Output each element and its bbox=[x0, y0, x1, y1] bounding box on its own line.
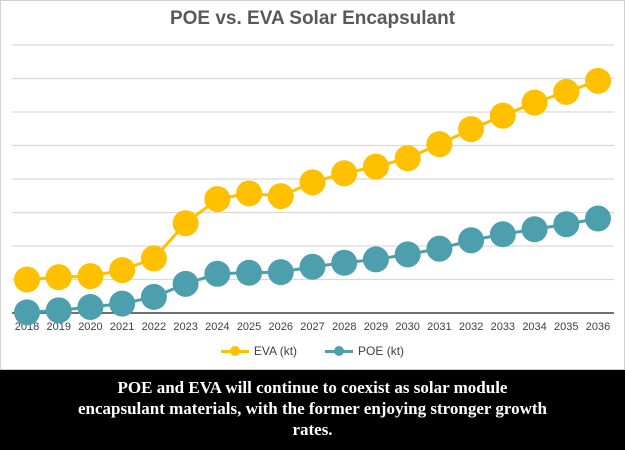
data-point-eva bbox=[109, 257, 136, 284]
x-tick-label: 2034 bbox=[522, 321, 546, 333]
data-point-eva bbox=[77, 263, 104, 290]
data-point-poe bbox=[204, 260, 231, 287]
data-point-poe bbox=[14, 299, 40, 326]
data-point-poe bbox=[458, 227, 485, 254]
data-point-eva bbox=[362, 153, 389, 180]
legend-item-eva: EVA (kt) bbox=[220, 344, 298, 358]
data-point-eva bbox=[426, 131, 453, 158]
eva-swatch-icon bbox=[220, 346, 249, 356]
data-point-poe bbox=[362, 246, 389, 273]
caption-text: POE and EVA will continue to coexist as … bbox=[77, 378, 548, 439]
data-point-eva bbox=[267, 183, 294, 210]
data-point-eva bbox=[45, 264, 72, 291]
data-point-eva bbox=[331, 160, 358, 187]
data-point-eva bbox=[204, 186, 231, 213]
legend-item-poe: POE (kt) bbox=[325, 344, 404, 358]
legend-label-poe: POE (kt) bbox=[358, 344, 405, 358]
x-tick-label: 2023 bbox=[173, 321, 197, 333]
x-tick-label: 2030 bbox=[395, 321, 419, 333]
data-point-eva bbox=[489, 102, 516, 129]
x-tick-label: 2018 bbox=[15, 321, 39, 333]
data-point-eva bbox=[172, 210, 199, 237]
x-tick-label: 2021 bbox=[110, 321, 134, 333]
data-point-poe bbox=[45, 297, 72, 324]
data-point-eva bbox=[585, 67, 611, 94]
x-tick-label: 2022 bbox=[142, 321, 166, 333]
data-point-eva bbox=[140, 245, 167, 272]
x-tick-label: 2019 bbox=[46, 321, 70, 333]
line-chart: 2018 2019 2020 2021 2022 2023 2024 2025 2026 2027… bbox=[12, 44, 614, 333]
legend-label-eva: EVA (kt) bbox=[253, 344, 298, 358]
data-point-poe bbox=[140, 283, 167, 310]
data-point-eva bbox=[553, 78, 580, 105]
x-tick-label: 2020 bbox=[78, 321, 102, 333]
x-tick-label: 2024 bbox=[205, 321, 229, 333]
caption: POE and EVA will continue to coexist as … bbox=[0, 370, 625, 450]
poe-swatch-icon bbox=[325, 346, 354, 356]
x-tick-label: 2027 bbox=[300, 321, 324, 333]
data-point-poe bbox=[521, 216, 548, 243]
data-point-poe bbox=[267, 259, 294, 286]
data-point-poe bbox=[426, 235, 453, 262]
data-point-eva bbox=[394, 145, 421, 172]
data-point-poe bbox=[299, 253, 326, 280]
data-point-poe bbox=[489, 221, 516, 248]
chart-title: POE vs. EVA Solar Encapsulant bbox=[169, 8, 456, 29]
x-tick-label: 2029 bbox=[364, 321, 388, 333]
x-tick-label: 2031 bbox=[427, 321, 451, 333]
data-point-poe bbox=[585, 205, 611, 232]
x-tick-label: 2036 bbox=[586, 321, 610, 333]
data-point-eva bbox=[236, 180, 263, 207]
data-point-eva bbox=[458, 116, 485, 143]
data-point-poe bbox=[172, 270, 199, 297]
x-tick-label: 2035 bbox=[554, 321, 578, 333]
data-point-poe bbox=[394, 241, 421, 268]
data-point-poe bbox=[236, 259, 263, 286]
data-point-eva bbox=[14, 266, 40, 293]
x-tick-label: 2025 bbox=[237, 321, 261, 333]
data-point-poe bbox=[553, 211, 580, 238]
data-point-poe bbox=[77, 293, 104, 320]
x-tick-label: 2032 bbox=[459, 321, 483, 333]
x-tick-label: 2033 bbox=[491, 321, 515, 333]
data-point-eva bbox=[299, 169, 326, 196]
legend: EVA (kt) POE (kt) bbox=[0, 344, 625, 358]
data-point-poe bbox=[109, 290, 136, 317]
x-tick-label: 2026 bbox=[269, 321, 293, 333]
data-point-poe bbox=[331, 249, 358, 276]
x-tick-label: 2028 bbox=[332, 321, 356, 333]
data-point-eva bbox=[521, 89, 548, 116]
